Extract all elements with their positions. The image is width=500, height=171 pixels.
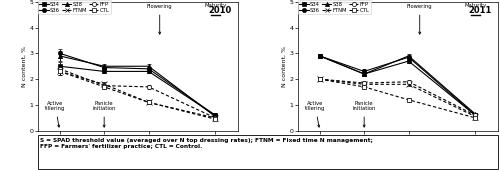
Text: Panicle
initiation: Panicle initiation — [352, 101, 376, 127]
Text: Flowering: Flowering — [147, 4, 172, 34]
Legend: S34, S36, S38, FTNM, FFP, CTL: S34, S36, S38, FTNM, FFP, CTL — [38, 0, 111, 14]
Y-axis label: N content, %: N content, % — [22, 46, 26, 87]
X-axis label: Days after transplanting: Days after transplanting — [359, 141, 436, 146]
Text: Active
tillering: Active tillering — [45, 101, 66, 127]
Text: Active
tillering: Active tillering — [305, 101, 326, 127]
Text: Flowering: Flowering — [407, 4, 432, 34]
Text: Panicle
initiation: Panicle initiation — [92, 101, 116, 127]
Text: Maturity: Maturity — [464, 3, 486, 8]
Text: 2011: 2011 — [468, 6, 491, 15]
Legend: S34, S36, S38, FTNM, FFP, CTL: S34, S36, S38, FTNM, FFP, CTL — [298, 0, 371, 14]
Text: Maturity: Maturity — [204, 3, 227, 8]
Text: S = SPAD threshold value (averaged over N top dressing rates); FTNM = Fixed time: S = SPAD threshold value (averaged over … — [40, 138, 372, 149]
Y-axis label: N content, %: N content, % — [282, 46, 286, 87]
X-axis label: Days after transplanting: Days after transplanting — [99, 141, 176, 146]
FancyBboxPatch shape — [38, 135, 498, 169]
Text: 2010: 2010 — [208, 6, 232, 15]
